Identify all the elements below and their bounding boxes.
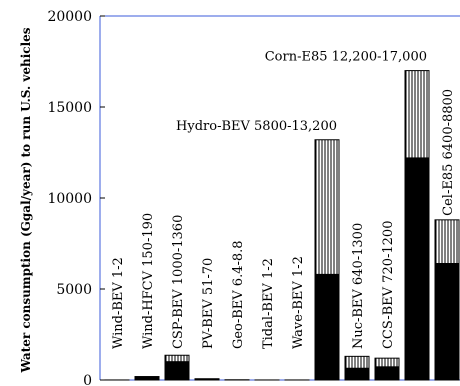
bar-low-segment	[434, 263, 460, 381]
bar-labels: Wind-BEV 1-2 Wind-HFCV 150-190 CSP-BEV 100…	[111, 50, 456, 349]
bar-low-segment	[314, 273, 340, 381]
y-tick-label: 15000	[47, 100, 92, 116]
y-tick-label: 20000	[47, 9, 92, 25]
bar-low-segment	[374, 366, 400, 381]
y-tick-label: 5000	[56, 282, 92, 298]
bar-label: Wind-BEV 1-2	[111, 257, 126, 349]
bar-range-segment	[314, 139, 340, 275]
bar-label: PV-BEV 51-70	[201, 258, 216, 349]
y-tick-label: 0	[83, 373, 92, 386]
y-tick-label: 10000	[47, 191, 92, 207]
bar-range-segment	[164, 354, 190, 363]
bars	[104, 70, 460, 381]
bar-label: Wind-HFCV 150-190	[141, 213, 156, 349]
bar-low-segment	[164, 361, 190, 381]
y-ticks: 0 5000 10000 15000 20000	[47, 9, 105, 386]
bar-label: Geo-BEV 6.4-8.8	[231, 240, 246, 349]
bar-label: Nuc-BEV 640-1300	[351, 223, 366, 349]
bar-label: Wave-BEV 1-2	[291, 256, 306, 349]
bar-low-segment	[344, 367, 370, 381]
bar-low-segment	[404, 157, 430, 381]
bar-label: Cel-E85 6400-8800	[441, 89, 456, 216]
bar-range-segment	[434, 219, 460, 265]
bar-low-segment	[194, 378, 220, 381]
y-axis-label: Water consumption (Ggal/year) to run U.S…	[19, 27, 33, 373]
bar-label: CSP-BEV 1000-1360	[171, 215, 186, 349]
bar-range-segment	[404, 70, 430, 159]
bar-label: Corn-E85 12,200-17,000	[265, 50, 427, 65]
bar-low-segment	[134, 376, 160, 381]
bar-range-segment	[374, 357, 400, 368]
bar-label: Hydro-BEV 5800-13,200	[176, 119, 337, 134]
bar-label: Tidal-BEV 1-2	[261, 258, 276, 349]
bar-label: CCS-BEV 720-1200	[381, 221, 396, 350]
bar-range-segment	[344, 355, 370, 369]
